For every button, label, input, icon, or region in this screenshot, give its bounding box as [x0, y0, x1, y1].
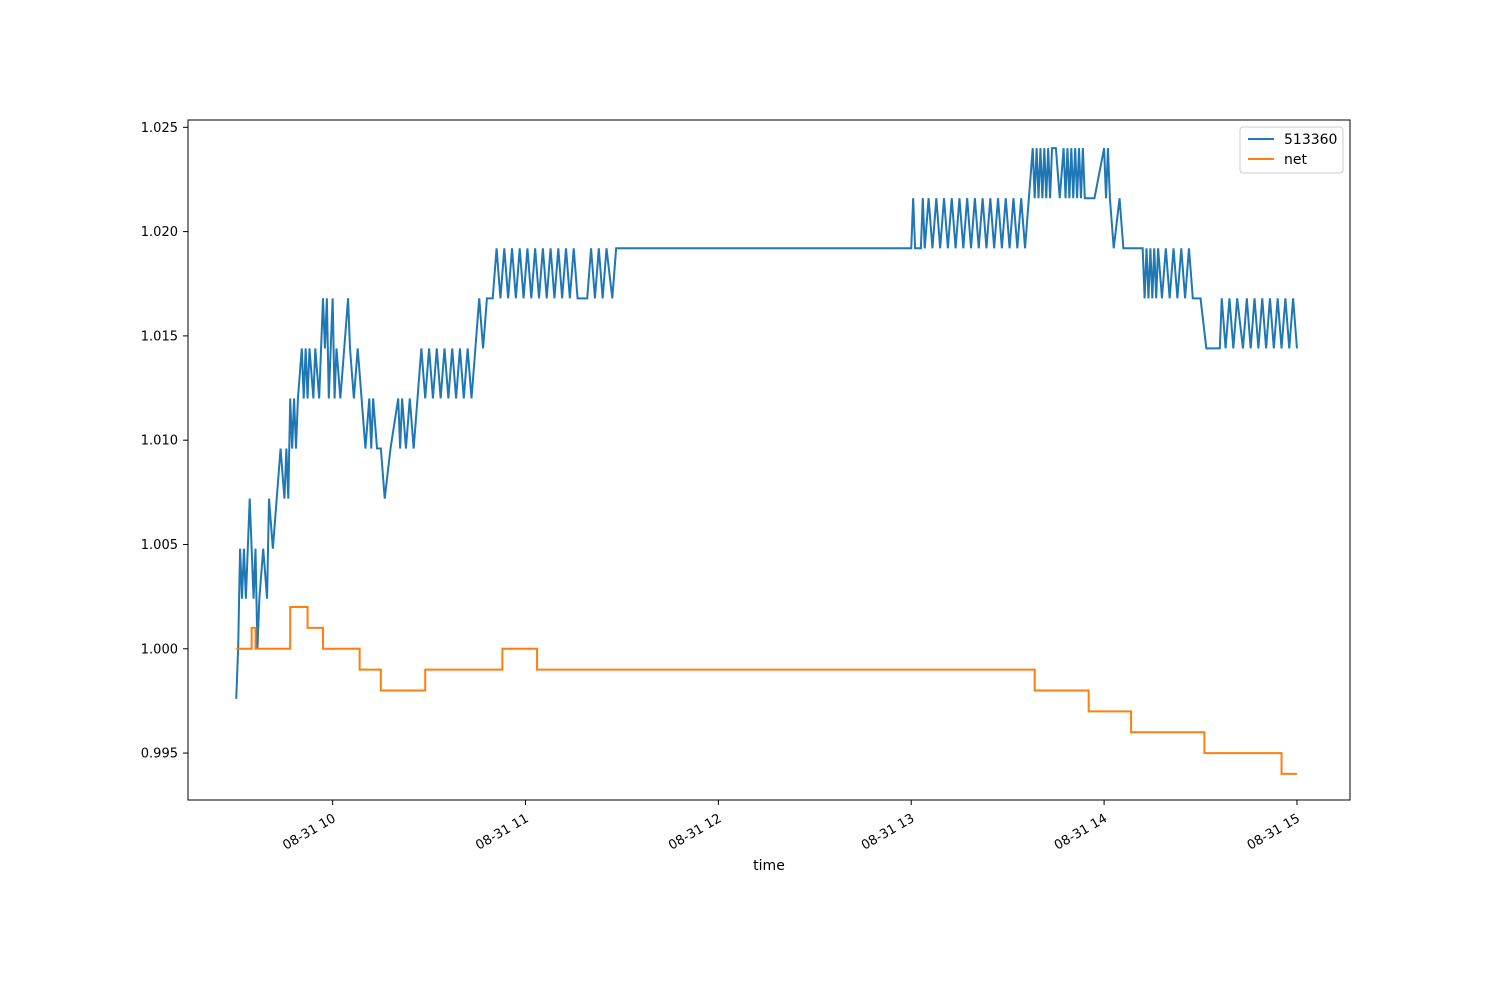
y-tick-label: 0.995	[141, 747, 178, 762]
x-axis-label: time	[753, 858, 785, 874]
y-tick-label: 1.020	[141, 225, 178, 240]
plot-lines	[235, 147, 1298, 775]
legend-label-513360: 513360	[1284, 132, 1337, 148]
plot-frame	[187, 119, 1351, 801]
y-tick-label: 1.010	[141, 434, 178, 449]
y-axis: 0.995 1.000 1.005 1.010 1.015 1.020 1.025	[141, 121, 188, 762]
series-line-net	[236, 606, 1297, 775]
series-line-513360	[235, 147, 1298, 699]
legend: 513360 net	[1239, 126, 1344, 174]
y-tick-label: 1.015	[141, 329, 178, 344]
y-tick-label: 1.005	[141, 538, 178, 553]
legend-label-net: net	[1284, 152, 1307, 168]
y-tick-label: 1.025	[141, 121, 178, 136]
y-tick-label: 1.000	[141, 642, 178, 657]
